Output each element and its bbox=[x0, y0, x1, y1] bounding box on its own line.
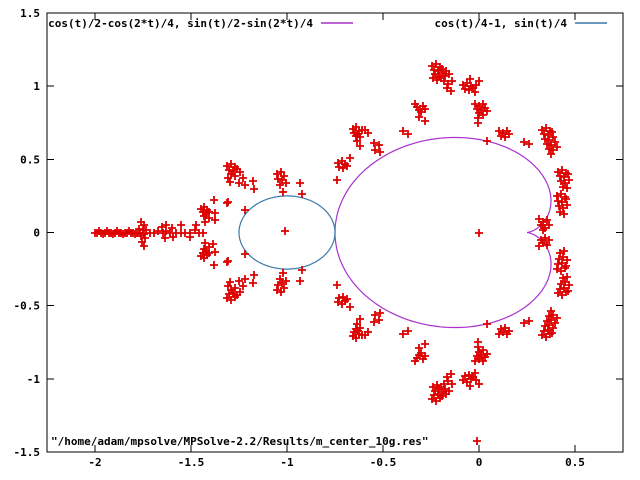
y-tick-label: -0.5 bbox=[14, 300, 41, 313]
y-tick-label: -1 bbox=[27, 373, 41, 386]
x-tick-label: -2 bbox=[88, 456, 101, 469]
y-tick-label: 1 bbox=[33, 80, 40, 93]
axis-tick-labels: -2 -1.5 -1 -0.5 0 0.5 1.5 1 0.5 0 -0.5 -1 -1.5 bbox=[14, 7, 585, 469]
legend: cos(t)/2-cos(2*t)/4, sin(t)/2-sin(2*t)/4… bbox=[48, 17, 607, 448]
curve-cardioid bbox=[334, 136, 552, 329]
x-tick-label: -1 bbox=[280, 456, 294, 469]
y-tick-label: 1.5 bbox=[20, 7, 40, 20]
y-tick-label: -1.5 bbox=[14, 446, 41, 459]
scatter-series bbox=[91, 60, 573, 405]
legend-label-points-file: "/home/adam/mpsolve/MPSolve-2.2/Results/… bbox=[51, 435, 429, 448]
x-tick-label: 0 bbox=[476, 456, 483, 469]
x-tick-label: 0.5 bbox=[565, 456, 585, 469]
legend-marker-plus-icon bbox=[473, 437, 481, 445]
function-curves bbox=[238, 136, 552, 329]
curve-circle bbox=[238, 195, 336, 270]
x-tick-label: -0.5 bbox=[370, 456, 397, 469]
legend-label-circle: cos(t)/4-1, sin(t)/4 bbox=[435, 17, 568, 30]
y-tick-label: 0 bbox=[33, 227, 40, 240]
axis-ticks bbox=[47, 12, 623, 453]
x-tick-label: -1.5 bbox=[178, 456, 205, 469]
legend-label-cardioid: cos(t)/2-cos(2*t)/4, sin(t)/2-sin(2*t)/4 bbox=[48, 17, 313, 30]
y-tick-label: 0.5 bbox=[20, 153, 40, 166]
scatter-points bbox=[91, 60, 573, 405]
